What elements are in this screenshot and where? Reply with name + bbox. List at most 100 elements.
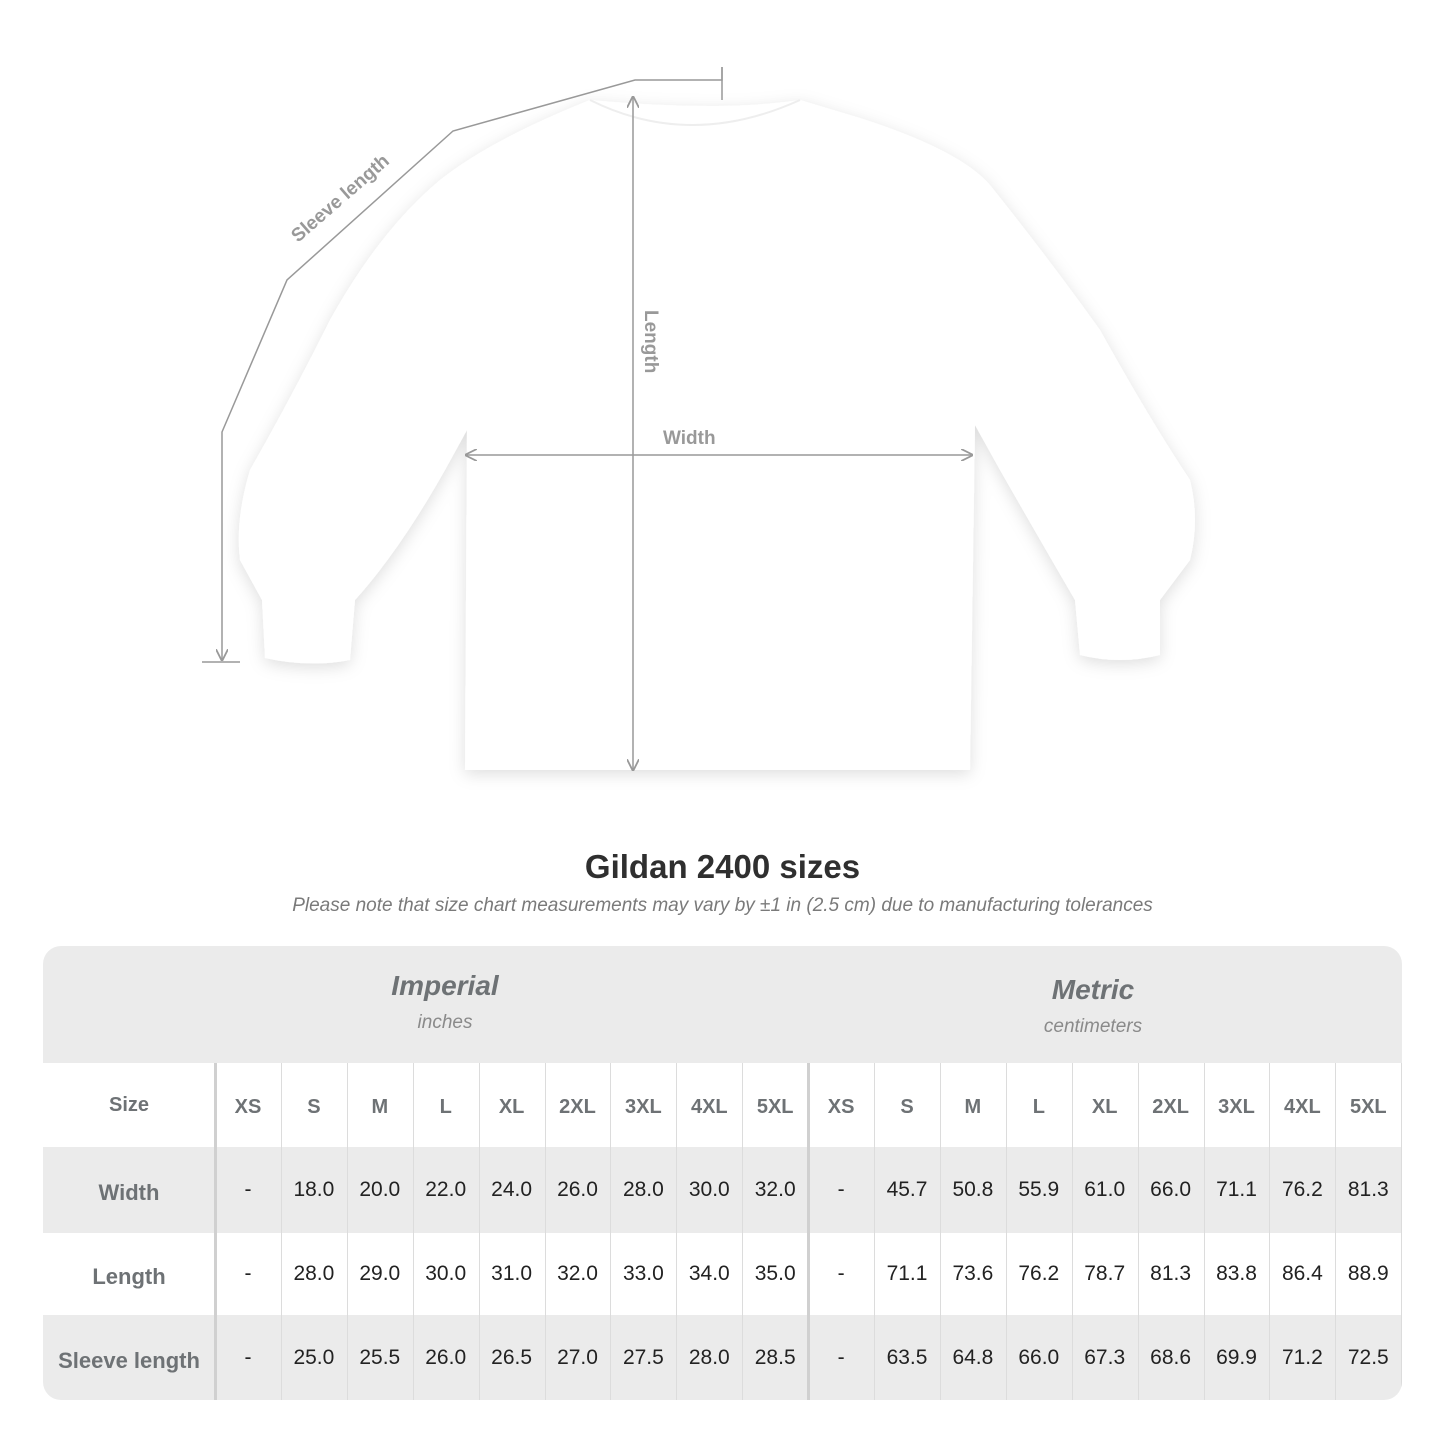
width-label: Width (663, 428, 716, 449)
cell-imperial: 22.0 (425, 1178, 467, 1201)
column-divider (1203, 1063, 1205, 1400)
chart-title: Gildan 2400 sizes (584, 848, 861, 885)
cell-metric: 73.6 (952, 1262, 994, 1285)
cell-imperial: 33.0 (622, 1262, 664, 1285)
cell-imperial: 26.0 (557, 1178, 598, 1201)
column-divider (1335, 1063, 1337, 1400)
cell-metric: 50.8 (952, 1178, 994, 1201)
cell-metric: - (837, 1262, 845, 1285)
size-imperial-3XL: 3XL (625, 1095, 662, 1118)
cell-imperial: 28.0 (622, 1178, 664, 1201)
metric-unit: centimeters (1043, 1016, 1143, 1037)
size-metric-2XL: 2XL (1152, 1095, 1189, 1118)
size-metric-S: S (900, 1095, 914, 1118)
cell-imperial: 35.0 (754, 1262, 796, 1285)
cell-imperial: 31.0 (491, 1262, 533, 1285)
cell-imperial: 28.0 (293, 1262, 335, 1285)
cell-imperial: 27.0 (557, 1345, 598, 1369)
cell-imperial: 32.0 (557, 1262, 598, 1285)
cell-metric: 76.2 (1281, 1178, 1323, 1201)
column-divider (676, 1063, 678, 1400)
cell-imperial: 29.0 (359, 1262, 401, 1285)
column-divider (478, 1063, 480, 1400)
column-divider (412, 1063, 414, 1400)
cell-imperial: 30.0 (425, 1262, 467, 1285)
cell-metric: 71.1 (886, 1262, 928, 1285)
cell-metric: 83.8 (1216, 1262, 1257, 1285)
row-label: Length (92, 1264, 166, 1289)
imperial-unit: inches (417, 1012, 473, 1033)
cell-imperial: 26.5 (491, 1345, 533, 1369)
size-imperial-2XL: 2XL (559, 1095, 596, 1118)
imperial-title: Imperial (391, 970, 499, 1001)
size-imperial-XS: XS (234, 1095, 262, 1118)
size-imperial-XL: XL (498, 1095, 525, 1118)
cell-imperial: 27.5 (622, 1345, 664, 1369)
cell-metric: 78.7 (1084, 1262, 1126, 1285)
cell-metric: 67.3 (1084, 1345, 1126, 1369)
column-divider (346, 1063, 348, 1400)
cell-metric: 76.2 (1018, 1262, 1060, 1285)
system-header-band (43, 946, 1402, 1063)
shirt-illustration (238, 100, 1195, 770)
cell-metric: - (837, 1178, 845, 1201)
column-divider (874, 1063, 875, 1400)
metric-header: Metric centimeters (863, 974, 1323, 1038)
length-label: Length (640, 310, 661, 373)
cell-metric: 63.5 (886, 1345, 928, 1369)
column-divider (1269, 1063, 1271, 1400)
size-metric-3XL: 3XL (1218, 1095, 1255, 1118)
cell-imperial: 34.0 (688, 1262, 730, 1285)
column-divider (610, 1063, 612, 1400)
cell-imperial: 28.0 (688, 1345, 730, 1369)
cell-imperial: 24.0 (491, 1178, 533, 1201)
cell-metric: 45.7 (886, 1178, 928, 1201)
cell-metric: 81.3 (1347, 1178, 1389, 1201)
size-metric-XS: XS (827, 1095, 855, 1118)
size-imperial-4XL: 4XL (690, 1095, 728, 1118)
cell-metric: - (837, 1345, 845, 1369)
cell-imperial: 26.0 (425, 1345, 467, 1369)
cell-metric: 55.9 (1018, 1178, 1060, 1201)
cell-imperial: 18.0 (293, 1178, 335, 1201)
size-metric-4XL: 4XL (1284, 1095, 1321, 1118)
cell-metric: 66.0 (1018, 1345, 1060, 1369)
cell-metric: 81.3 (1150, 1262, 1192, 1285)
column-divider (1071, 1063, 1073, 1400)
cell-imperial: 30.0 (688, 1178, 730, 1201)
cell-metric: 72.5 (1347, 1345, 1389, 1369)
size-metric-L: L (1032, 1095, 1045, 1118)
size-metric-5XL: 5XL (1349, 1095, 1387, 1118)
column-divider (214, 1063, 217, 1400)
size-header: Size (108, 1093, 150, 1116)
size-table: Imperial inches Metric centimeters Size X… (43, 946, 1402, 1400)
cell-imperial: 32.0 (754, 1178, 796, 1201)
cell-imperial: - (244, 1262, 252, 1285)
size-imperial-L: L (439, 1095, 452, 1118)
size-imperial-5XL: 5XL (756, 1095, 794, 1118)
cell-metric: 64.8 (952, 1345, 994, 1369)
cell-imperial: - (244, 1345, 252, 1369)
cell-metric: 86.4 (1281, 1262, 1323, 1285)
column-divider (1401, 1063, 1402, 1400)
tolerance-note: Please note that size chart measurements… (292, 895, 1153, 916)
column-divider (807, 1063, 811, 1400)
row-label: Width (98, 1180, 160, 1205)
column-divider (1005, 1063, 1007, 1400)
column-divider (1137, 1063, 1139, 1400)
size-metric-XL: XL (1091, 1095, 1118, 1118)
column-divider (280, 1063, 282, 1400)
imperial-header: Imperial inches (215, 970, 675, 1034)
column-divider (544, 1063, 546, 1400)
cell-metric: 71.1 (1216, 1178, 1257, 1201)
cell-metric: 69.9 (1216, 1345, 1257, 1369)
row-label: Sleeve length (58, 1347, 200, 1373)
cell-metric: 88.9 (1347, 1262, 1389, 1285)
cell-imperial: - (244, 1178, 252, 1201)
row-band-sleeve (43, 1315, 1402, 1400)
cell-imperial: 25.5 (359, 1345, 401, 1369)
cell-imperial: 25.0 (293, 1345, 335, 1369)
cell-imperial: 20.0 (359, 1178, 401, 1201)
shirt-diagram: Sleeve length Length Width (202, 67, 1195, 820)
